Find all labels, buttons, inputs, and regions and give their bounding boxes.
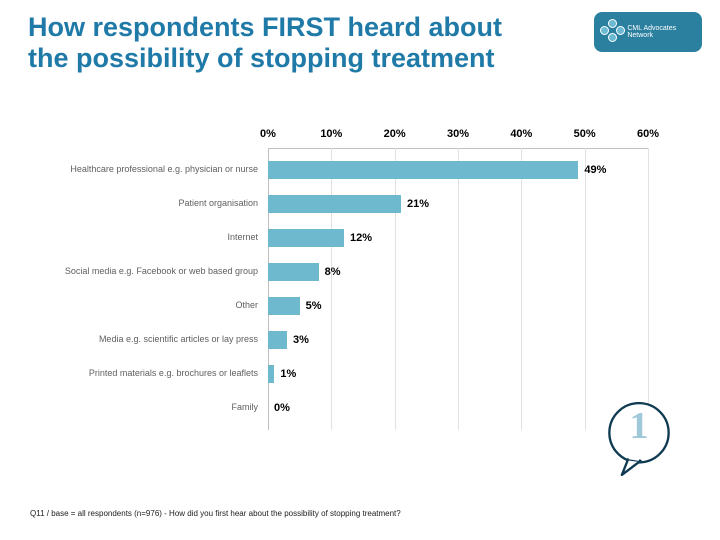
bar <box>268 195 401 213</box>
brand-logo: CML Advocates Network <box>594 12 702 52</box>
logo-text: CML Advocates Network <box>627 25 696 39</box>
bar-zone: 5% <box>268 297 658 315</box>
bar-value-label: 12% <box>344 229 372 247</box>
x-tick-label: 30% <box>447 128 469 140</box>
chart-row: Healthcare professional e.g. physician o… <box>58 160 658 180</box>
bar-value-label: 3% <box>287 331 309 349</box>
logo-icon <box>600 19 623 45</box>
category-label: Social media e.g. Facebook or web based … <box>58 267 264 277</box>
bar-zone: 49% <box>268 161 658 179</box>
x-tick-label: 10% <box>320 128 342 140</box>
bar-zone: 3% <box>268 331 658 349</box>
bar-value-label: 1% <box>274 365 296 383</box>
bar-zone: 21% <box>268 195 658 213</box>
gridline <box>331 148 332 430</box>
bar-zone: 8% <box>268 263 658 281</box>
bar <box>268 297 300 315</box>
bar <box>268 229 344 247</box>
bar-zone: 1% <box>268 365 658 383</box>
speech-bubble-badge: 1 <box>600 400 678 478</box>
chart-row: Social media e.g. Facebook or web based … <box>58 262 658 282</box>
bar-value-label: 49% <box>578 161 606 179</box>
category-label: Media e.g. scientific articles or lay pr… <box>58 335 264 345</box>
bar-value-label: 21% <box>401 195 429 213</box>
bar-value-label: 8% <box>319 263 341 281</box>
bubble-number: 1 <box>600 404 678 448</box>
gridline <box>521 148 522 430</box>
bar-zone: 12% <box>268 229 658 247</box>
category-label: Family <box>58 403 264 413</box>
x-tick-label: 20% <box>384 128 406 140</box>
chart-row: Internet 12% <box>58 228 658 248</box>
bar <box>268 263 319 281</box>
gridline <box>458 148 459 430</box>
x-tick-label: 60% <box>637 128 659 140</box>
bar-chart: 0% 10% 20% 30% 40% 50% 60% Healthcare professi… <box>58 120 658 440</box>
x-tick-label: 40% <box>510 128 532 140</box>
gridline <box>648 148 649 430</box>
bar <box>268 161 578 179</box>
bar <box>268 331 287 349</box>
category-label: Other <box>58 301 264 311</box>
category-label: Healthcare professional e.g. physician o… <box>58 165 264 175</box>
x-tick-label: 50% <box>574 128 596 140</box>
chart-row: Media e.g. scientific articles or lay pr… <box>58 330 658 350</box>
chart-row: Patient organisation 21% <box>58 194 658 214</box>
gridline <box>395 148 396 430</box>
footnote-text: Q11 / base = all respondents (n=976) - H… <box>30 509 401 518</box>
gridline <box>585 148 586 430</box>
chart-row: Printed materials e.g. brochures or leaf… <box>58 364 658 384</box>
category-label: Patient organisation <box>58 199 264 209</box>
x-tick-label: 0% <box>260 128 276 140</box>
bar-value-label: 5% <box>300 297 322 315</box>
category-label: Printed materials e.g. brochures or leaf… <box>58 369 264 379</box>
page-title: How respondents FIRST heard about the po… <box>28 12 548 74</box>
chart-row: Other 5% <box>58 296 658 316</box>
category-label: Internet <box>58 233 264 243</box>
chart-row: Family 0% <box>58 398 658 418</box>
bar-value-label: 0% <box>268 399 290 417</box>
